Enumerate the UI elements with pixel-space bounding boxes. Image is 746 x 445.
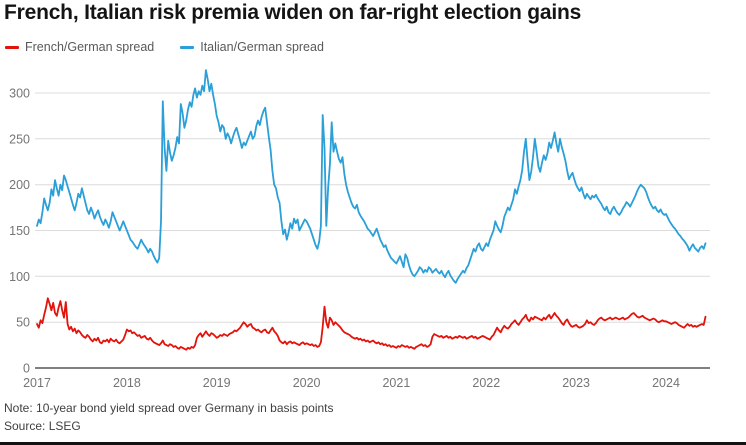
chart-legend: French/German spread Italian/German spre… — [5, 40, 324, 54]
french-spread-line — [36, 297, 707, 351]
x-tick-label: 2019 — [203, 376, 231, 390]
y-tick-label: 250 — [9, 132, 30, 146]
spread-chart: 0 50 100 150 200 250 300 2017 2018 2019 2020 2021 20… — [9, 69, 710, 390]
italian-line-swatch-icon — [180, 45, 195, 49]
legend-item-french: French/German spread — [5, 40, 154, 54]
x-tick-label: 2024 — [652, 376, 680, 390]
x-tick-label: 2020 — [293, 376, 321, 390]
french-line-swatch-icon — [5, 45, 19, 49]
legend-label-italian: Italian/German spread — [200, 40, 324, 54]
italian-spread-line — [36, 69, 707, 284]
x-tick-label: 2021 — [382, 376, 410, 390]
legend-label-french: French/German spread — [25, 40, 155, 54]
legend-item-italian: Italian/German spread — [180, 40, 324, 54]
x-tick-label: 2023 — [562, 376, 590, 390]
y-tick-label: 150 — [9, 224, 30, 238]
chart-note: Note: 10-year bond yield spread over Ger… — [4, 401, 334, 415]
y-tick-label: 100 — [9, 270, 30, 284]
x-tick-label: 2022 — [472, 376, 500, 390]
y-tick-label: 200 — [9, 178, 30, 192]
x-tick-label: 2017 — [23, 376, 51, 390]
x-tick-label: 2018 — [113, 376, 141, 390]
y-tick-label: 300 — [9, 87, 30, 101]
y-tick-label: 0 — [23, 362, 30, 376]
chart-source: Source: LSEG — [4, 419, 81, 433]
y-tick-label: 50 — [16, 316, 30, 330]
chart-title: French, Italian risk premia widen on far… — [4, 1, 582, 24]
bottom-border — [0, 442, 746, 445]
